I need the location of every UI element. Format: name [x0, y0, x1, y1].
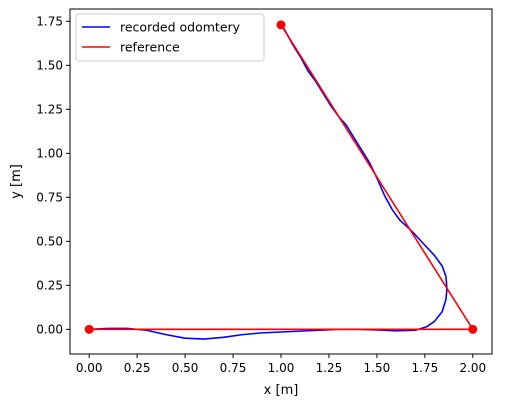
y-axis: 0.00 0.25 0.50 0.75 1.00 1.25 1.50 1.75	[36, 14, 70, 336]
x-tick-label: 0.75	[220, 361, 247, 375]
y-tick-label: 1.50	[36, 58, 63, 72]
y-tick-label: 0.75	[36, 190, 63, 204]
legend-label-recorded-odometry: recorded odomtery	[120, 20, 241, 35]
x-tick-label: 1.50	[364, 361, 391, 375]
y-tick-label: 0.00	[36, 322, 63, 336]
x-axis: 0.00 0.25 0.50 0.75 1.00 1.25 1.50 1.75 2.00	[76, 354, 486, 375]
y-tick-label: 0.50	[36, 234, 63, 248]
axes-frame	[69, 8, 493, 355]
series-point-1-2	[276, 20, 286, 30]
x-tick-label: 0.25	[124, 361, 151, 375]
x-axis-label: x [m]	[264, 383, 299, 398]
legend-box	[75, 13, 265, 62]
y-axis-label: y [m]	[9, 164, 24, 199]
series-point-1-0	[84, 324, 94, 334]
plot-area	[84, 20, 478, 340]
x-tick-label: 1.25	[316, 361, 343, 375]
x-tick-label: 1.00	[268, 361, 295, 375]
legend: recorded odomtery reference	[75, 13, 265, 62]
x-tick-label: 2.00	[459, 361, 486, 375]
legend-label-reference: reference	[120, 40, 180, 55]
y-tick-label: 1.00	[36, 146, 63, 160]
series-point-1-1	[468, 324, 478, 334]
y-tick-label: 1.75	[36, 14, 63, 28]
y-tick-label: 1.25	[36, 102, 63, 116]
x-tick-label: 0.00	[76, 361, 103, 375]
x-tick-label: 0.50	[172, 361, 199, 375]
y-tick-label: 0.25	[36, 278, 63, 292]
x-tick-label: 1.75	[412, 361, 439, 375]
